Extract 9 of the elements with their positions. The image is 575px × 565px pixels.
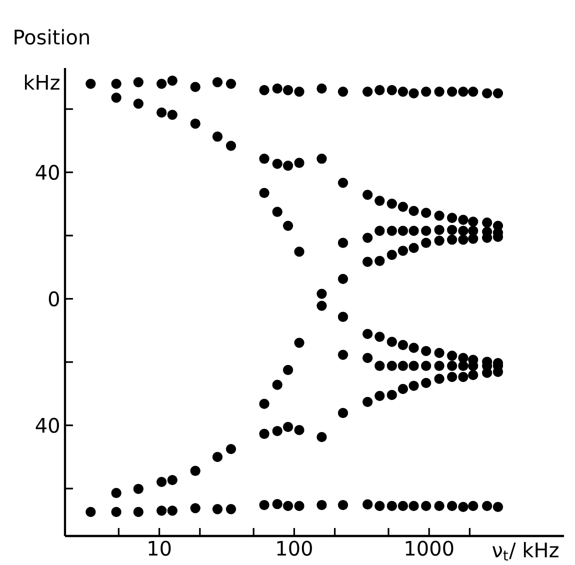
y-tick-label: 0: [48, 291, 59, 306]
text: kHz: [24, 74, 60, 90]
y-tick-label: 40: [36, 164, 59, 180]
y-tick-label: 40: [36, 418, 59, 433]
x-tick-label: 10: [148, 540, 171, 556]
x-axis-title: ν$_{t}$/ kHz: [492, 542, 558, 560]
y-axis-title: Position: [14, 29, 89, 45]
x-tick-label: 100: [277, 540, 312, 556]
x-tick-label: 1000: [406, 540, 454, 556]
